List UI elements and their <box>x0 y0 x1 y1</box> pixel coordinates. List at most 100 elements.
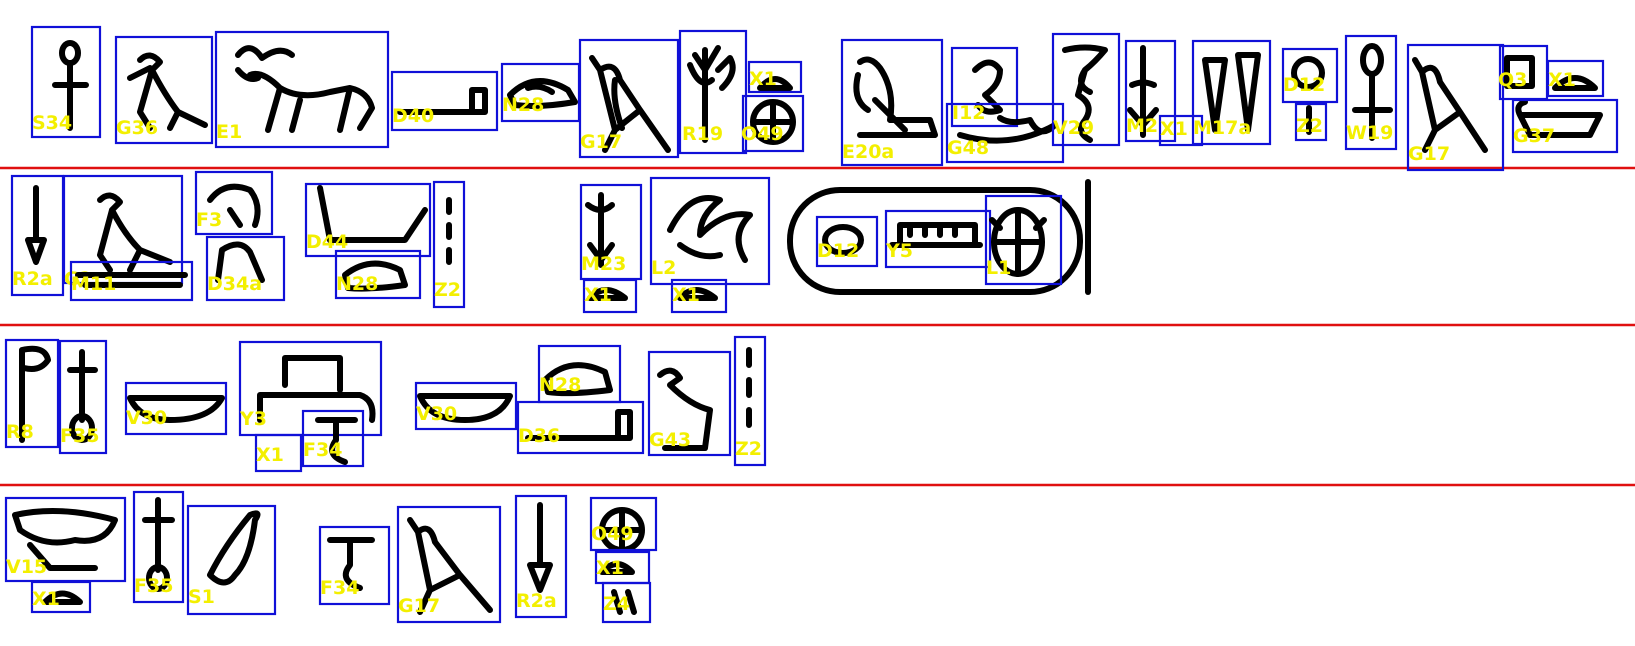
glyph-x1-e: X1 <box>670 278 728 314</box>
glyph-d34a: D34a <box>205 235 286 302</box>
glyph-y3: Y3 <box>238 340 383 437</box>
glyph-m2: M2 <box>1124 39 1177 143</box>
glyph-s1: S1 <box>186 504 277 616</box>
label-x1-a: X1 <box>749 68 777 90</box>
label-y5: Y5 <box>885 240 913 262</box>
label-n28: N28 <box>502 94 544 116</box>
glyph-f35: F35 <box>58 339 108 455</box>
label-d12-b: D12 <box>817 240 859 262</box>
label-g37: G37 <box>1513 125 1555 147</box>
glyph-s34: S34 <box>30 25 102 139</box>
glyph-q3: Q3 <box>1498 44 1549 101</box>
label-g43: G43 <box>649 429 691 451</box>
label-x1-d: X1 <box>584 284 612 306</box>
glyph-g17: G17 <box>578 38 680 159</box>
label-f35-b: F35 <box>134 575 173 597</box>
glyph-g37: G37 <box>1511 98 1619 154</box>
label-l2: L2 <box>651 257 676 279</box>
label-f34: F34 <box>303 439 342 461</box>
glyph-f34-b: F34 <box>318 525 391 606</box>
glyph-n28-b: N28 <box>334 249 422 300</box>
glyph-m17a: M17a <box>1191 39 1272 146</box>
label-d40: D40 <box>392 105 434 127</box>
glyph-e20a: E20a <box>840 38 944 167</box>
glyph-x1-b: X1 <box>1158 114 1204 147</box>
label-x1-g: X1 <box>32 588 60 610</box>
label-o49-b: O49 <box>591 523 634 545</box>
glyph-g17-b: G17 <box>1406 43 1505 172</box>
label-d34a: D34a <box>207 273 262 295</box>
glyph-v30: V30 <box>124 381 228 436</box>
glyph-r8: R8 <box>4 338 60 449</box>
glyph-z2-c: Z2 <box>733 335 767 467</box>
label-v30-b: V30 <box>416 403 457 425</box>
label-e1: E1 <box>216 121 242 143</box>
label-m11: M11 <box>71 273 116 295</box>
glyph-i12: I12 <box>950 46 1019 128</box>
glyph-m23: M23 <box>579 183 643 281</box>
glyph-f3: F3 <box>194 170 274 236</box>
label-y3: Y3 <box>239 408 267 430</box>
glyph-d44: D44 <box>304 182 432 258</box>
label-x1-f: X1 <box>256 444 284 466</box>
glyph-g43: G43 <box>647 350 732 457</box>
glyph-o49: O49 <box>741 94 805 153</box>
glyph-f34: F34 <box>301 409 365 468</box>
label-g17-c: G17 <box>398 595 440 617</box>
label-z2: Z2 <box>1296 115 1323 137</box>
glyph-x1-d: X1 <box>582 278 638 314</box>
label-d44: D44 <box>306 231 348 253</box>
label-r8: R8 <box>6 421 34 443</box>
glyph-d40: D40 <box>390 70 499 132</box>
glyph-l2: L2 <box>649 176 771 286</box>
label-s34: S34 <box>32 112 72 134</box>
label-x1-b: X1 <box>1160 118 1188 140</box>
glyph-x1-f: X1 <box>254 433 303 473</box>
glyph-g48: G48 <box>945 102 1065 164</box>
label-m2: M2 <box>1126 115 1158 137</box>
glyph-v29: V29 <box>1051 32 1121 147</box>
label-f35: F35 <box>60 425 99 447</box>
label-w19: W19 <box>1346 122 1393 144</box>
label-m23: M23 <box>581 253 626 275</box>
glyph-z2: Z2 <box>1294 102 1328 142</box>
label-z4: Z4 <box>603 593 630 615</box>
glyph-o49-b: O49 <box>589 496 658 553</box>
glyph-d12-b: D12 <box>815 215 879 268</box>
label-e20a: E20a <box>842 141 894 163</box>
label-v29: V29 <box>1053 117 1094 139</box>
glyph-r2a-b: R2a <box>514 494 568 619</box>
label-f3: F3 <box>196 209 222 231</box>
label-f34-b: F34 <box>320 577 359 599</box>
glyph-z2-b: Z2 <box>432 180 466 309</box>
glyph-n28-c: N28 <box>537 344 622 404</box>
glyph-x1-g: X1 <box>30 580 92 614</box>
label-r2a-b: R2a <box>516 590 557 612</box>
glyph-n28: N28 <box>500 62 581 123</box>
glyph-m11: M11 <box>69 260 194 302</box>
label-q3: Q3 <box>1498 69 1527 91</box>
glyph-z4: Z4 <box>601 581 652 624</box>
label-d12: D12 <box>1283 74 1325 96</box>
label-z2-c: Z2 <box>735 438 762 460</box>
label-n28-b: N28 <box>336 273 378 295</box>
glyph-v15: V15 <box>4 496 127 583</box>
glyph-v30-b: V30 <box>414 381 518 431</box>
label-s1: S1 <box>188 586 215 608</box>
label-g48: G48 <box>947 137 989 159</box>
label-g17: G17 <box>580 131 622 153</box>
label-r2a: R2a <box>12 268 53 290</box>
glyph-y5: Y5 <box>884 209 992 269</box>
label-o49: O49 <box>741 123 784 145</box>
label-r19: R19 <box>682 123 723 145</box>
glyph-r2a: R2a <box>10 174 65 297</box>
glyph-x1-h: X1 <box>594 550 651 585</box>
label-x1-e: X1 <box>672 284 700 306</box>
label-d36: D36 <box>518 425 560 447</box>
label-z2-b: Z2 <box>434 279 461 301</box>
label-n28-c: N28 <box>539 374 581 396</box>
glyph-f35-b: F35 <box>132 490 185 604</box>
glyph-d12: D12 <box>1281 47 1339 104</box>
glyph-d36: D36 <box>516 400 645 455</box>
